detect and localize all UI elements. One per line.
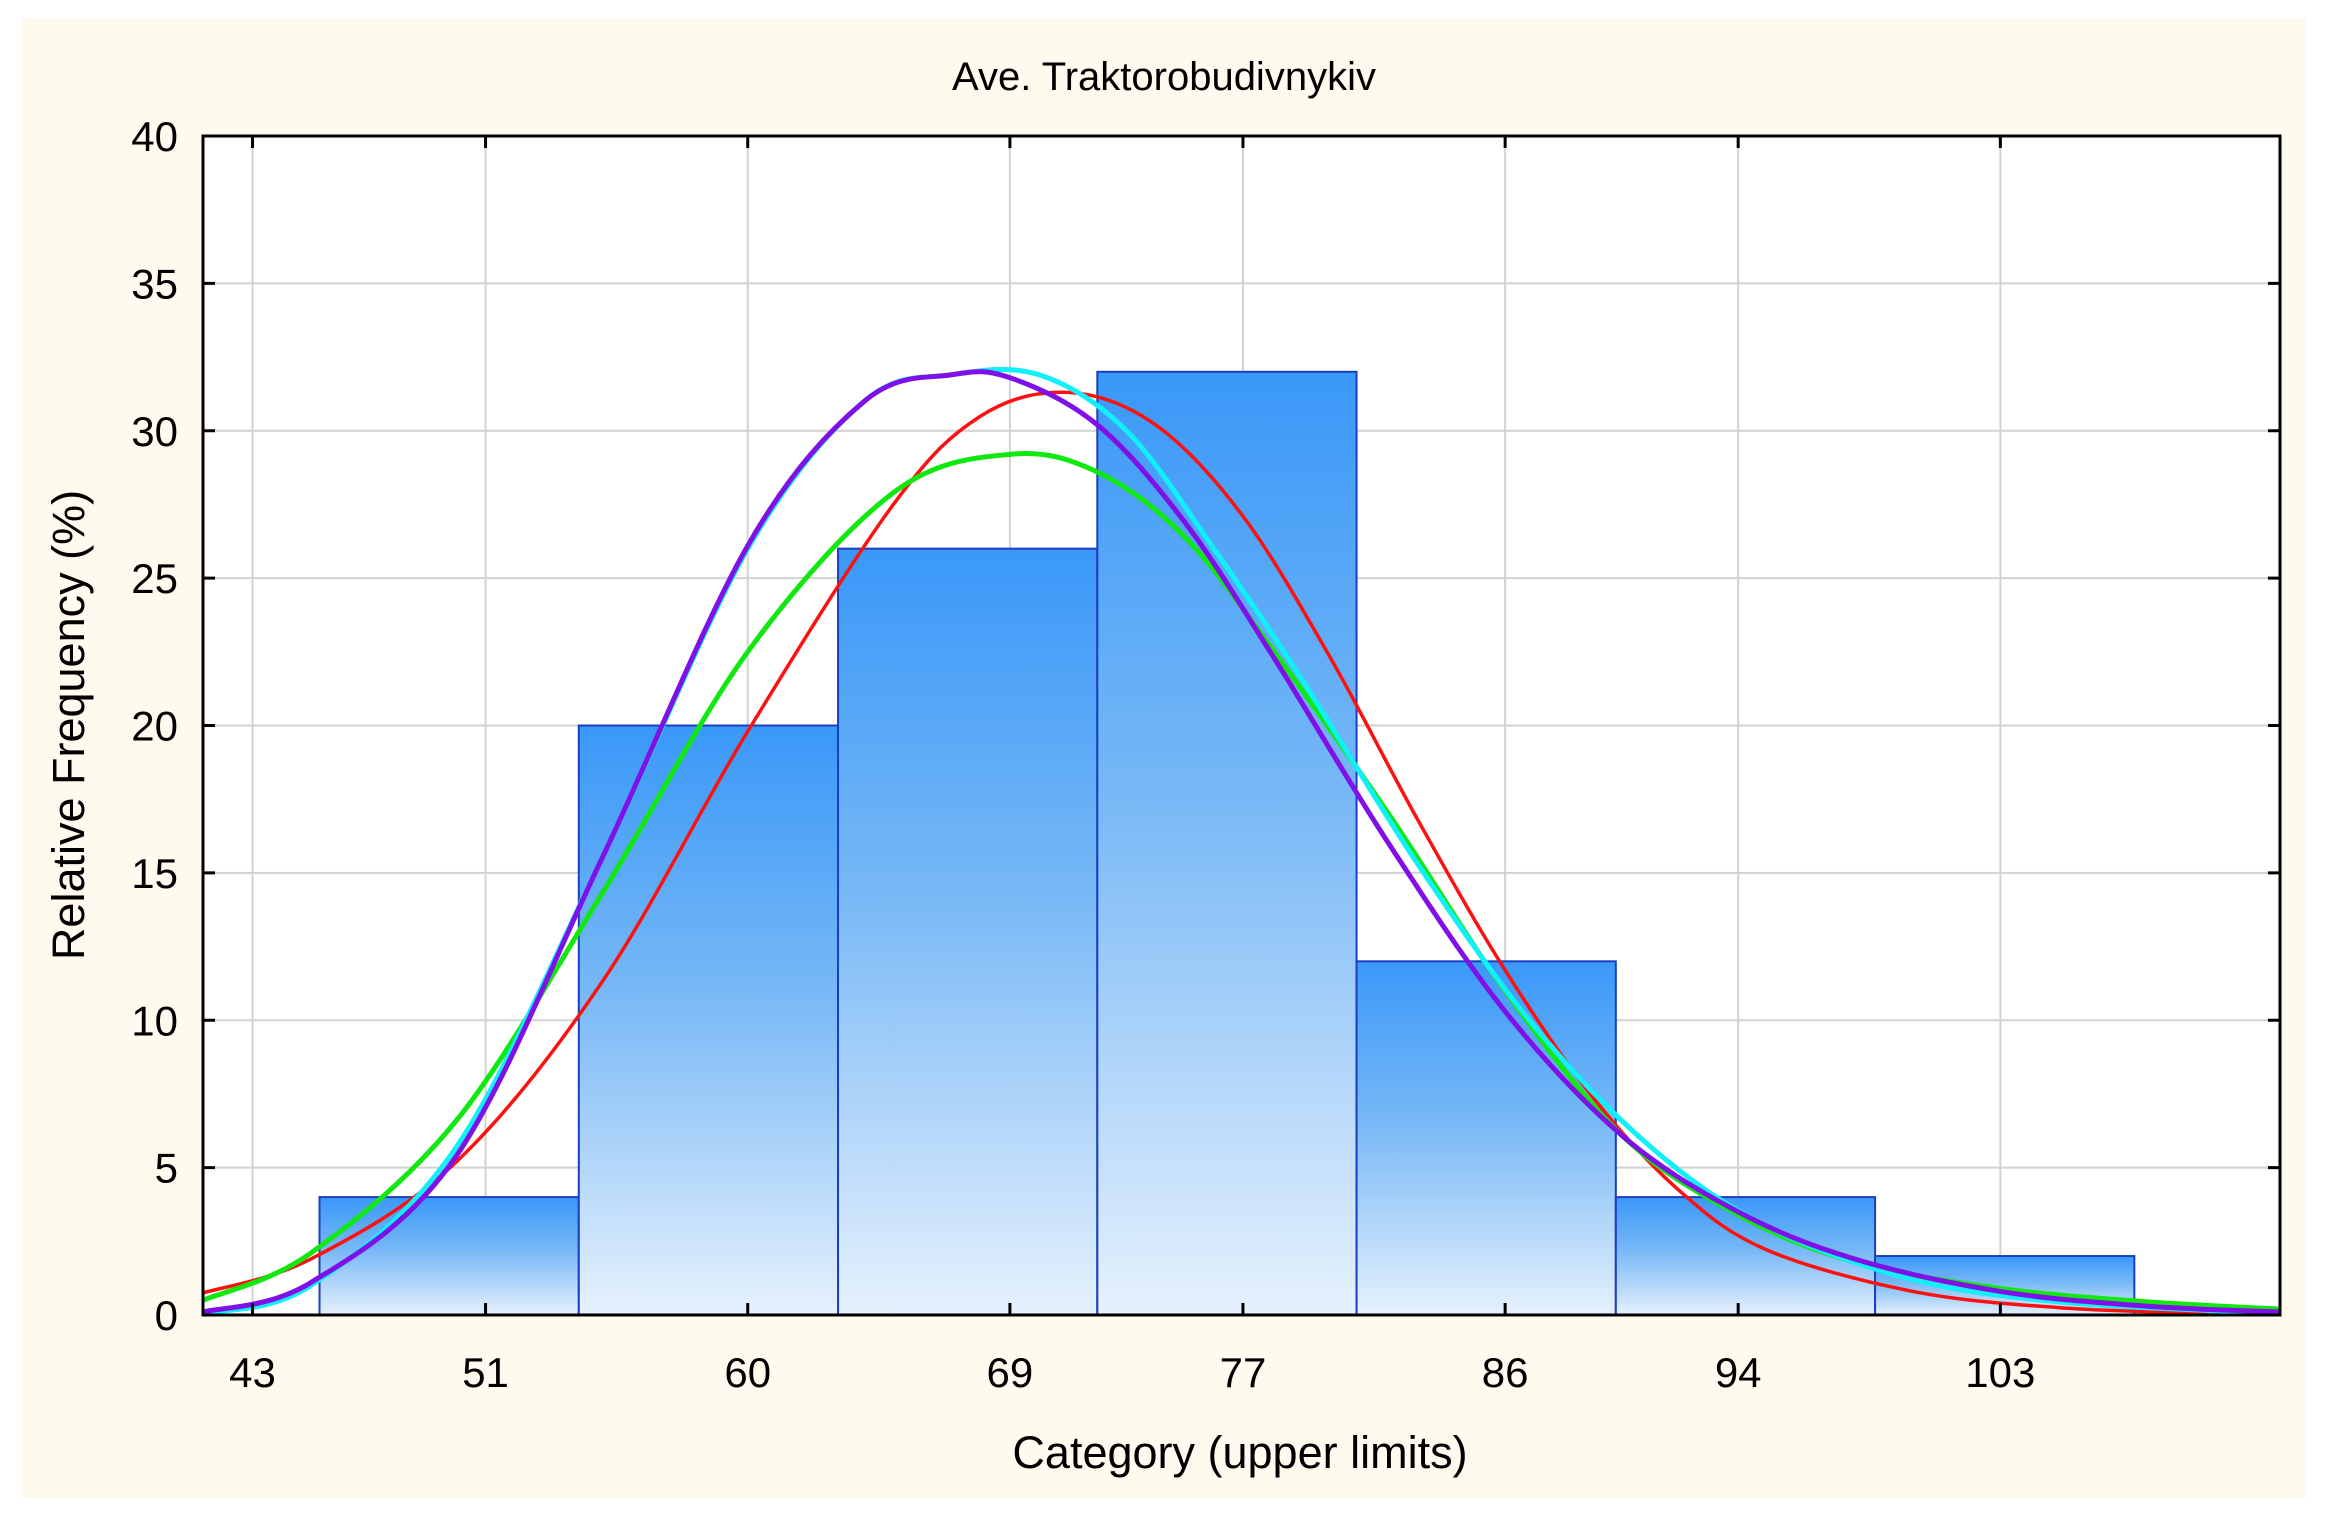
- x-axis-label: Category (upper limits): [1012, 1427, 1467, 1478]
- y-tick-label: 35: [131, 260, 178, 307]
- x-tick-label: 43: [229, 1349, 276, 1396]
- x-tick-label: 69: [987, 1349, 1034, 1396]
- chart-title: Ave. Traktorobudivnykiv: [952, 55, 1376, 99]
- y-tick-label: 15: [131, 850, 178, 897]
- histogram-bar-1: [318, 1196, 580, 1316]
- x-tick-label: 51: [462, 1349, 509, 1396]
- fit-curves: [203, 366, 2280, 1315]
- x-tick-label: 60: [724, 1349, 771, 1396]
- x-axis-tick-labels: 43 51 60 69 77 86 94 103: [229, 1349, 2035, 1396]
- fit-curve-red: [203, 390, 2280, 1315]
- x-tick-label: 103: [1965, 1349, 2035, 1396]
- y-axis-tick-labels: 0 5 10 15 20 25 30 35 40: [131, 113, 178, 1339]
- x-tick-label: 86: [1482, 1349, 1529, 1396]
- y-tick-label: 25: [131, 555, 178, 602]
- histogram-bar-3: [837, 547, 1099, 1316]
- y-tick-label: 5: [155, 1145, 178, 1192]
- x-tick-label: 94: [1715, 1349, 1762, 1396]
- histogram-bar-4: [1096, 370, 1358, 1316]
- histogram-bar-5: [1355, 960, 1617, 1316]
- y-tick-label: 10: [131, 997, 178, 1044]
- y-tick-label: 40: [131, 113, 178, 160]
- axis-ticks: [203, 134, 2280, 1317]
- y-axis-label: Relative Frequency (%): [43, 490, 94, 960]
- fit-curve-purple: [203, 369, 2280, 1315]
- y-tick-label: 0: [155, 1292, 178, 1339]
- y-tick-label: 30: [131, 408, 178, 455]
- x-tick-label: 77: [1220, 1349, 1267, 1396]
- histogram-bar-2: [577, 724, 840, 1316]
- y-tick-label: 20: [131, 703, 178, 750]
